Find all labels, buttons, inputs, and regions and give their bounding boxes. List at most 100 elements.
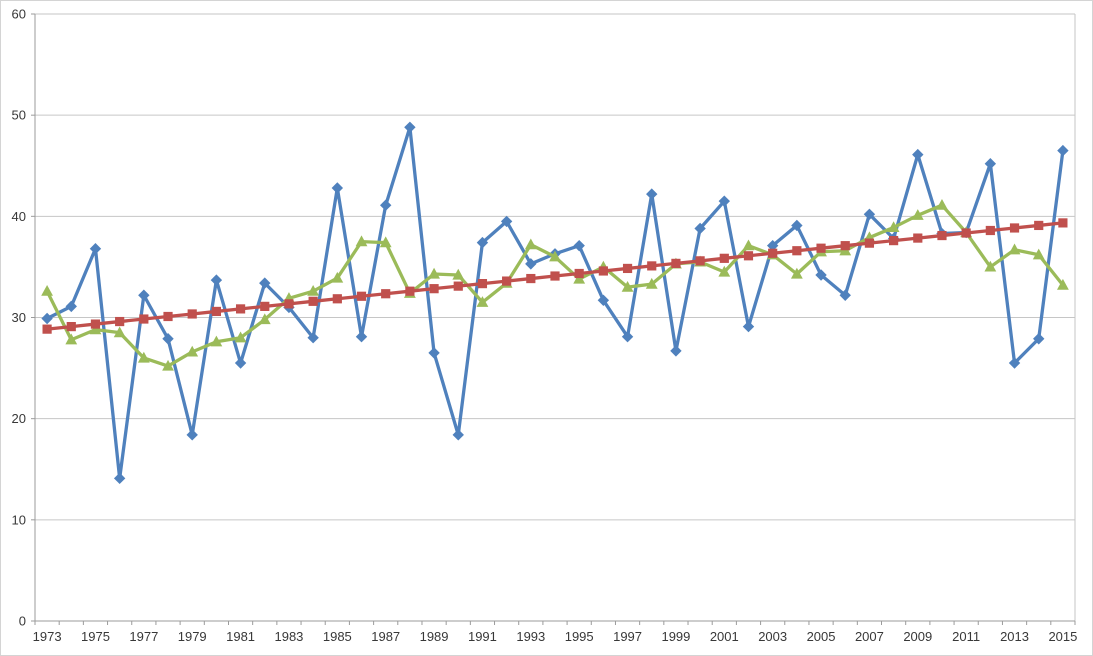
green-triangle-series-marker-1985 bbox=[331, 271, 344, 283]
green-triangle-series-marker-1977 bbox=[137, 351, 150, 363]
red-square-series-marker-1977 bbox=[139, 314, 149, 324]
red-square-series-marker-1976 bbox=[115, 316, 125, 327]
red-square-series-marker-1978 bbox=[163, 311, 173, 322]
red-square-series-marker-1983 bbox=[284, 299, 294, 309]
blue-diamond-series-marker-1997 bbox=[621, 331, 634, 343]
blue-diamond-series-marker-1992 bbox=[500, 215, 513, 228]
green-triangle-series-marker-1978 bbox=[162, 359, 174, 371]
green-triangle-series-line bbox=[45, 203, 1065, 368]
x-tick-label: 1981 bbox=[226, 629, 255, 644]
blue-diamond-series-marker-2013 bbox=[1008, 357, 1021, 369]
x-tick-label: 1993 bbox=[516, 629, 545, 644]
red-square-series-marker-1985 bbox=[332, 294, 342, 304]
blue-diamond-series-marker-1986 bbox=[355, 331, 368, 343]
red-square-series-marker-1980 bbox=[211, 306, 221, 317]
blue-diamond-series-marker-1985 bbox=[331, 182, 344, 194]
red-square-series-marker-2013 bbox=[1009, 223, 1020, 233]
x-tick-label: 1997 bbox=[613, 629, 642, 644]
red-square-series-marker-1974 bbox=[66, 322, 76, 332]
red-square-series-marker-1999 bbox=[671, 258, 681, 268]
blue-diamond-series-marker-2000 bbox=[694, 222, 706, 235]
red-square-series-marker-1984 bbox=[308, 296, 318, 306]
x-tick-label: 2005 bbox=[807, 629, 836, 644]
green-triangle-series-marker-2001 bbox=[718, 265, 731, 277]
green-triangle-series-marker-1976 bbox=[113, 326, 126, 338]
x-tick-label: 1999 bbox=[661, 629, 690, 644]
red-square-series-marker-1990 bbox=[453, 281, 463, 291]
green-triangle-series-marker-2013 bbox=[1008, 243, 1021, 255]
blue-diamond-series-marker-2004 bbox=[791, 219, 803, 232]
blue-diamond-series-marker-2001 bbox=[718, 195, 731, 207]
x-tick-labels: 1973 1975 1977 1979 1981 1983 1985 1987 1989 1991… bbox=[33, 629, 1078, 644]
green-triangle-series-marker-1986 bbox=[355, 235, 368, 247]
y-tick-label: 0 bbox=[19, 614, 26, 629]
y-tick-label: 60 bbox=[12, 7, 26, 22]
blue-diamond-series-marker-2002 bbox=[742, 320, 755, 333]
red-square-series-marker-1992 bbox=[502, 276, 512, 286]
green-triangle-series-marker-1997 bbox=[621, 280, 634, 292]
y-gridlines bbox=[35, 13, 1075, 521]
red-square-series-marker-1979 bbox=[187, 309, 197, 319]
red-square-series-marker-1998 bbox=[647, 261, 657, 271]
blue-diamond-series-marker-2005 bbox=[815, 269, 827, 281]
x-tick-label: 1991 bbox=[468, 629, 497, 644]
blue-diamond-series-marker-1974 bbox=[65, 300, 77, 313]
x-tick-label: 2007 bbox=[855, 629, 884, 644]
red-square-series-marker-2005 bbox=[816, 243, 826, 253]
x-tick-label: 2013 bbox=[1000, 629, 1029, 644]
blue-diamond-series-marker-1981 bbox=[234, 357, 247, 369]
red-square-series-marker-1995 bbox=[574, 268, 584, 279]
green-triangle-series-marker-2015 bbox=[1057, 278, 1069, 290]
x-tick-label: 1983 bbox=[274, 629, 303, 644]
red-square-series-marker-2012 bbox=[985, 225, 995, 236]
green-triangle-series-marker-1975 bbox=[89, 323, 102, 335]
green-triangle-series-marker-1998 bbox=[645, 277, 658, 289]
red-square-series-marker-2002 bbox=[743, 251, 754, 261]
blue-diamond-series-marker-1979 bbox=[186, 429, 198, 441]
blue-diamond-series-marker-1984 bbox=[307, 332, 319, 344]
x-tick-label: 2015 bbox=[1048, 629, 1077, 644]
blue-diamond-series-marker-2015 bbox=[1057, 144, 1069, 157]
x-tick-label: 1989 bbox=[420, 629, 449, 644]
red-square-series-marker-1997 bbox=[622, 263, 633, 274]
red-square-series-marker-2011 bbox=[961, 228, 971, 238]
x-tick-label: 1975 bbox=[81, 629, 110, 644]
x-ticks bbox=[34, 621, 1076, 625]
blue-diamond-series-marker-1982 bbox=[259, 277, 271, 289]
red-square-series-marker-2004 bbox=[792, 246, 802, 256]
green-triangle-series-marker-2008 bbox=[887, 221, 900, 233]
green-triangle-series-marker-1987 bbox=[379, 236, 392, 248]
blue-diamond-series-marker-1998 bbox=[646, 188, 658, 200]
red-square-series-marker-1981 bbox=[235, 304, 246, 314]
red-square-series-marker-1993 bbox=[526, 273, 536, 284]
red-square-series-marker-2003 bbox=[768, 248, 778, 258]
blue-diamond-series-marker-1996 bbox=[597, 294, 610, 307]
red-square-series-marker-2009 bbox=[913, 233, 923, 243]
green-triangle-series-marker-1993 bbox=[524, 238, 537, 250]
green-triangle-series-marker-1979 bbox=[186, 345, 199, 357]
blue-diamond-series-marker-1999 bbox=[670, 345, 682, 357]
green-triangle-series-marker-1982 bbox=[258, 313, 271, 325]
x-tick-label: 1973 bbox=[33, 629, 62, 644]
blue-diamond-series-marker-2006 bbox=[839, 289, 851, 301]
blue-diamond-series-line bbox=[45, 125, 1065, 481]
green-triangle-series-marker-1989 bbox=[428, 267, 440, 279]
red-square-series-marker-2001 bbox=[719, 253, 729, 263]
blue-diamond-series-marker-1975 bbox=[89, 243, 102, 255]
x-tick-label: 1987 bbox=[371, 629, 400, 644]
blue-diamond-series-marker-2009 bbox=[912, 148, 924, 161]
red-square-series-marker-1989 bbox=[429, 284, 439, 294]
green-triangle-series-marker-2004 bbox=[790, 267, 803, 279]
green-triangle-series-marker-1984 bbox=[307, 284, 320, 296]
blue-diamond-series-marker-1993 bbox=[525, 258, 537, 270]
y-tick-label: 40 bbox=[12, 209, 26, 224]
blue-diamond-series-marker-1987 bbox=[379, 199, 392, 211]
red-square-series-marker-2006 bbox=[840, 241, 850, 251]
blue-diamond-series-marker-1989 bbox=[428, 347, 440, 359]
red-square-series-marker-1975 bbox=[90, 319, 101, 329]
blue-diamond-series-marker-1978 bbox=[162, 333, 174, 345]
green-triangle-series-marker-1974 bbox=[65, 333, 78, 345]
y-tick-labels: 0 10 20 30 40 50 60 bbox=[12, 7, 35, 629]
blue-diamond-series-marker-2014 bbox=[1033, 333, 1045, 345]
